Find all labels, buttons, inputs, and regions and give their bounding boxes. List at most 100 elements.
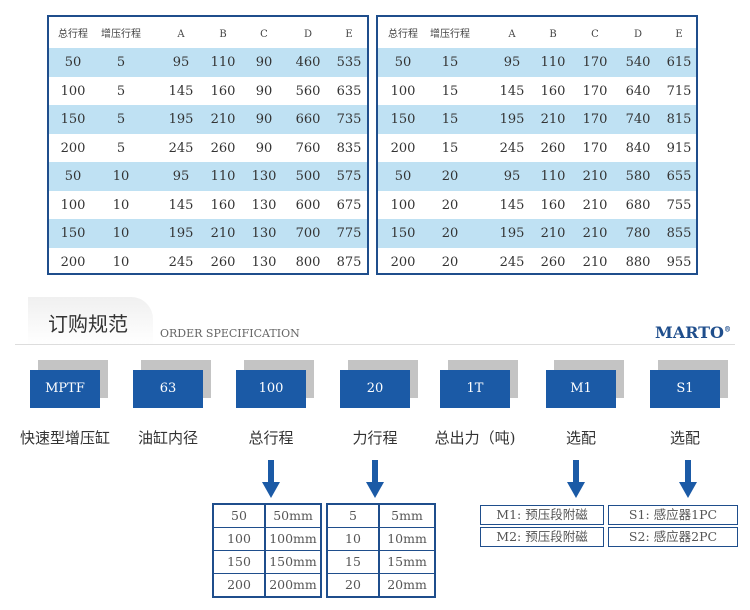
table-cell: 735: [336, 112, 362, 127]
table-cell: 840: [625, 140, 651, 156]
table-header-row: 总行程 增压行程 A B C D E: [378, 20, 696, 49]
option-value: 5mm: [391, 508, 423, 523]
section-tab: [28, 297, 153, 345]
code-label: 选配: [669, 429, 701, 447]
code-value: 20: [340, 370, 410, 408]
table-cell: 130: [251, 169, 277, 184]
table-cell: 90: [255, 83, 273, 99]
table-cell: 110: [210, 55, 236, 70]
option-row: 50 50mm: [214, 505, 320, 527]
table-cell: 145: [168, 83, 194, 99]
table-row: 50 20 95 110 210 580 655: [378, 162, 696, 191]
table-cell: 150: [60, 226, 86, 241]
section-subtitle: ORDER SPECIFICATION: [160, 327, 300, 340]
code-label: 油缸内径: [137, 429, 199, 447]
table-cell: 615: [666, 55, 692, 70]
table-cell: 880: [625, 254, 651, 270]
table-cell: 700: [295, 226, 321, 241]
code-value: 1T: [440, 370, 510, 408]
code-box-m1: M1: [546, 360, 624, 408]
table-cell: 195: [168, 112, 194, 127]
option-value: 150mm: [269, 554, 317, 569]
header-cell: A: [177, 29, 185, 40]
table-cell: 260: [540, 140, 566, 156]
table-cell: 130: [251, 254, 277, 270]
table-cell: 245: [499, 140, 525, 156]
stroke-options-table: 50 50mm 100 100mm 150 150mm 200 200mm: [212, 503, 322, 598]
option-code: 150: [214, 551, 266, 573]
dimension-table: 总行程 增压行程 A B C D E 50 5 95 110 90 460 535 100 5 145 160 90…: [47, 15, 369, 275]
table-cell: 815: [666, 112, 692, 127]
option-code: 5: [328, 505, 380, 527]
option-code: 50: [214, 505, 266, 527]
table-row: 100 10 145 160 130 600 675: [49, 191, 367, 220]
code-box-mptf: MPTF: [30, 360, 108, 408]
table-row: 150 15 195 210 170 740 815: [378, 105, 696, 134]
force-stroke-options-table: 5 5mm 10 10mm 15 15mm 20 20mm: [326, 503, 436, 598]
table-row: 200 10 245 260 130 800 875: [49, 248, 367, 277]
arrow-down-icon: [567, 460, 585, 498]
table-cell: 210: [582, 197, 608, 213]
table-cell: 5: [116, 140, 126, 156]
section-title: 订购规范: [48, 312, 128, 336]
table-cell: 245: [499, 254, 525, 270]
table-cell: 170: [582, 83, 608, 99]
table-cell: 210: [540, 112, 566, 127]
table-cell: 145: [168, 197, 194, 213]
header-cell: D: [633, 29, 643, 40]
table-cell: 955: [666, 254, 692, 270]
table-cell: 150: [390, 112, 416, 127]
table-row: 200 5 245 260 90 760 835: [49, 134, 367, 163]
table-cell: 740: [625, 112, 651, 127]
table-cell: 100: [60, 197, 86, 213]
table-cell: 150: [60, 112, 86, 127]
option-value: 15mm: [387, 554, 427, 569]
table-row: 150 10 195 210 130 700 775: [49, 219, 367, 248]
option-code: 100: [214, 528, 266, 550]
table-cell: 210: [582, 226, 608, 241]
table-cell: 655: [666, 169, 692, 184]
table-cell: 170: [582, 112, 608, 127]
table-cell: 915: [666, 140, 692, 156]
table-row: 50 5 95 110 90 460 535: [49, 48, 367, 77]
table-cell: 100: [390, 197, 416, 213]
code-label: 力行程: [352, 429, 398, 447]
table-cell: 210: [582, 169, 608, 184]
table-row: 200 15 245 260 170 840 915: [378, 134, 696, 163]
divider: [15, 344, 735, 345]
table-row: 50 10 95 110 130 500 575: [49, 162, 367, 191]
arrow-down-icon: [262, 460, 280, 498]
table-cell: 160: [210, 197, 236, 213]
header-cell: C: [591, 29, 599, 40]
table-cell: 15: [441, 140, 459, 156]
option-row: 20 20mm: [328, 573, 434, 596]
table-cell: 50: [64, 55, 82, 70]
table-cell: 110: [540, 55, 566, 70]
option-row: 5 5mm: [328, 505, 434, 527]
option-value: 200mm: [269, 577, 317, 592]
table-cell: 10: [112, 169, 130, 184]
code-label: 总出力（吨): [434, 429, 516, 447]
table-cell: 95: [172, 55, 190, 70]
table-cell: 10: [112, 226, 130, 241]
option-value: 100mm: [269, 531, 317, 546]
table-row: 150 20 195 210 210 780 855: [378, 219, 696, 248]
option-row: 10 10mm: [328, 527, 434, 550]
table-cell: 95: [172, 169, 190, 184]
header-cell: C: [260, 29, 268, 40]
table-cell: 150: [390, 226, 416, 241]
brand-logo: MARTO®: [655, 323, 731, 342]
code-box-1t: 1T: [440, 360, 518, 408]
table-cell: 50: [64, 169, 82, 184]
table-cell: 210: [582, 254, 608, 270]
option-row: 150 150mm: [214, 550, 320, 573]
code-label: 快速型增压缸: [19, 429, 111, 447]
header-cell: B: [219, 29, 227, 40]
option-s1: S1: 感应器1PC: [608, 505, 738, 525]
table-cell: 90: [255, 55, 273, 70]
table-cell: 195: [499, 226, 525, 241]
table-cell: 20: [441, 197, 459, 213]
table-cell: 200: [390, 140, 416, 156]
header-cell: 增压行程: [430, 29, 470, 40]
table-cell: 680: [625, 197, 651, 213]
